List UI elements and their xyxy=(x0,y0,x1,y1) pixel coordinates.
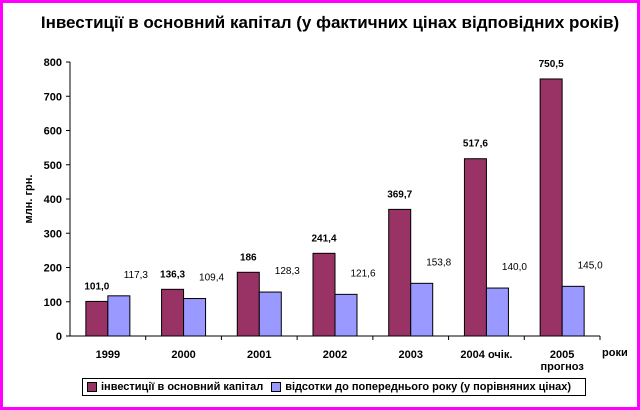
data-label-investments: 517,6 xyxy=(463,139,488,150)
y-tick-label: 600 xyxy=(44,126,62,138)
x-tick-label: 2005 xyxy=(550,349,574,361)
x-tick-label: 2003 xyxy=(398,349,422,361)
bar-percent xyxy=(485,287,509,337)
legend-label-percent: відсотки до попереднього року (у порівня… xyxy=(285,381,572,393)
data-label-investments: 241,4 xyxy=(311,233,336,244)
data-label-percent: 109,4 xyxy=(199,273,224,284)
y-tick-label: 500 xyxy=(44,160,62,172)
bar-percent xyxy=(410,282,434,337)
bar-investments xyxy=(236,271,260,337)
bar-percent xyxy=(334,293,358,337)
y-tick-label: 200 xyxy=(44,263,62,275)
x-tick-label: 1999 xyxy=(96,349,120,361)
data-label-investments: 750,5 xyxy=(539,59,564,70)
y-tick-label: 100 xyxy=(44,297,62,309)
x-axis-label: роки xyxy=(602,347,628,359)
bar-percent xyxy=(107,295,131,337)
bar-investments xyxy=(388,208,412,337)
bar-percent xyxy=(183,298,207,337)
data-label-investments: 101,0 xyxy=(84,281,109,292)
legend-label-investments: інвестиції в основний капітал xyxy=(101,381,264,393)
legend-item-percent: відсотки до попереднього року (у порівня… xyxy=(271,381,571,393)
legend-item-investments: інвестиції в основний капітал xyxy=(87,381,263,393)
data-label-investments: 369,7 xyxy=(387,189,412,200)
y-tick-label: 0 xyxy=(56,331,62,343)
x-tick-label: 2000 xyxy=(171,349,195,361)
legend: інвестиції в основний капітал відсотки д… xyxy=(82,378,586,396)
bar-investments xyxy=(161,288,185,337)
data-label-investments: 136,3 xyxy=(160,269,185,280)
x-tick-label: 2002 xyxy=(323,349,347,361)
y-axis-label: млн. грн. xyxy=(23,175,35,224)
data-label-investments: 186 xyxy=(240,252,257,263)
bar-percent xyxy=(258,291,282,337)
x-tick-label: 2001 xyxy=(247,349,271,361)
data-label-percent: 153,8 xyxy=(426,257,451,268)
bar-percent xyxy=(561,285,585,337)
data-label-percent: 121,6 xyxy=(350,268,375,279)
chart-title: Інвестиції в основний капітал (у фактичн… xyxy=(40,13,620,32)
y-tick-label: 700 xyxy=(44,91,62,103)
bar-investments xyxy=(85,300,109,337)
y-tick-label: 800 xyxy=(44,57,62,69)
data-label-percent: 128,3 xyxy=(275,266,300,277)
bar-investments xyxy=(312,252,336,337)
data-label-percent: 117,3 xyxy=(124,270,149,281)
x-tick-label: 2004 очік. xyxy=(460,349,512,361)
bar-investments xyxy=(539,78,563,337)
data-label-percent: 145,0 xyxy=(578,260,603,271)
legend-swatch-investments xyxy=(87,382,97,392)
y-tick-label: 400 xyxy=(44,194,62,206)
x-tick-label: прогноз xyxy=(540,361,584,373)
bar-investments xyxy=(463,158,487,337)
data-label-percent: 140,0 xyxy=(502,262,527,273)
legend-swatch-percent xyxy=(271,382,282,392)
y-tick-label: 300 xyxy=(44,228,62,240)
